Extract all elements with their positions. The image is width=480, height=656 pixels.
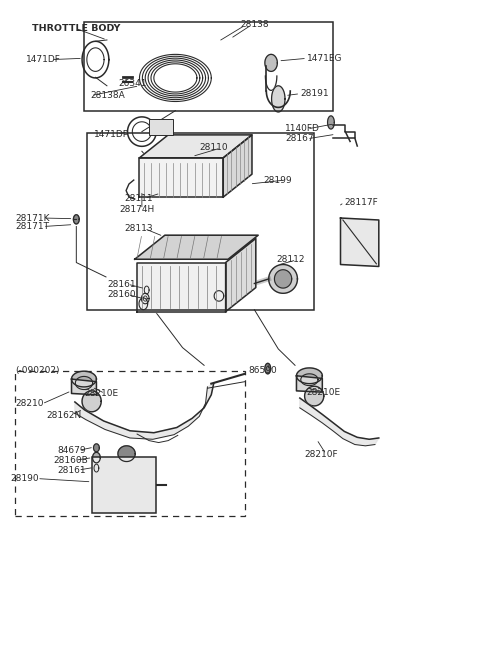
Polygon shape bbox=[137, 262, 226, 312]
Polygon shape bbox=[265, 54, 277, 72]
Text: 28174H: 28174H bbox=[120, 205, 155, 214]
Text: 28160B: 28160B bbox=[53, 456, 88, 464]
Bar bbox=[15, 371, 245, 516]
Text: 28138: 28138 bbox=[240, 20, 269, 30]
Text: 28191: 28191 bbox=[300, 89, 329, 98]
Text: 1471DP: 1471DP bbox=[94, 130, 129, 138]
Text: 28210: 28210 bbox=[15, 400, 44, 409]
Bar bbox=[87, 133, 314, 310]
Polygon shape bbox=[305, 386, 324, 406]
Text: 84679: 84679 bbox=[57, 446, 86, 455]
Text: 28162N: 28162N bbox=[46, 411, 82, 420]
Polygon shape bbox=[226, 239, 256, 312]
Text: 28117F: 28117F bbox=[344, 198, 378, 207]
Polygon shape bbox=[94, 464, 99, 472]
Text: (-090202): (-090202) bbox=[15, 366, 60, 375]
Text: 28167: 28167 bbox=[285, 134, 313, 143]
Polygon shape bbox=[93, 453, 100, 463]
Text: 28110: 28110 bbox=[199, 144, 228, 152]
Polygon shape bbox=[223, 135, 252, 197]
Polygon shape bbox=[73, 215, 79, 224]
Text: 28113: 28113 bbox=[124, 224, 153, 233]
Polygon shape bbox=[301, 374, 318, 386]
Bar bbox=[84, 22, 333, 111]
Polygon shape bbox=[142, 293, 149, 304]
Bar bbox=[92, 457, 156, 512]
Polygon shape bbox=[94, 444, 99, 452]
Text: 28161: 28161 bbox=[107, 279, 135, 289]
Polygon shape bbox=[72, 371, 96, 387]
Polygon shape bbox=[82, 391, 101, 412]
Polygon shape bbox=[297, 368, 323, 384]
Polygon shape bbox=[139, 298, 148, 310]
Text: 28138A: 28138A bbox=[91, 91, 125, 100]
Text: 28171K: 28171K bbox=[15, 213, 49, 222]
Polygon shape bbox=[75, 384, 214, 440]
Text: 28111: 28111 bbox=[124, 194, 153, 203]
Text: 26341: 26341 bbox=[118, 79, 146, 89]
Polygon shape bbox=[327, 116, 334, 129]
Polygon shape bbox=[269, 264, 298, 293]
Polygon shape bbox=[272, 86, 285, 112]
Polygon shape bbox=[265, 363, 271, 374]
Text: 28190: 28190 bbox=[10, 474, 39, 483]
Text: 86590: 86590 bbox=[249, 366, 277, 375]
Text: THROTTLE BODY: THROTTLE BODY bbox=[32, 24, 120, 33]
Text: 28112: 28112 bbox=[276, 255, 305, 264]
Text: 28210E: 28210E bbox=[306, 388, 340, 397]
Text: 1471DF: 1471DF bbox=[25, 55, 60, 64]
Polygon shape bbox=[275, 270, 292, 288]
Text: 28210E: 28210E bbox=[84, 389, 119, 398]
Polygon shape bbox=[149, 119, 173, 135]
Polygon shape bbox=[140, 135, 252, 158]
Polygon shape bbox=[72, 379, 96, 395]
Polygon shape bbox=[144, 296, 147, 301]
Polygon shape bbox=[297, 376, 323, 392]
Polygon shape bbox=[140, 158, 223, 197]
Polygon shape bbox=[340, 218, 379, 266]
Text: 28160: 28160 bbox=[107, 290, 135, 299]
Text: 28210F: 28210F bbox=[305, 450, 338, 459]
Text: 1471EG: 1471EG bbox=[307, 54, 343, 63]
Polygon shape bbox=[135, 236, 258, 259]
Polygon shape bbox=[214, 291, 224, 301]
Text: 1140FD: 1140FD bbox=[285, 125, 320, 134]
Text: 28171T: 28171T bbox=[15, 222, 49, 231]
Polygon shape bbox=[144, 286, 149, 294]
Polygon shape bbox=[118, 446, 135, 462]
Text: 28199: 28199 bbox=[263, 176, 291, 184]
Polygon shape bbox=[75, 377, 93, 390]
Text: 28161: 28161 bbox=[57, 466, 86, 474]
Polygon shape bbox=[300, 398, 379, 446]
